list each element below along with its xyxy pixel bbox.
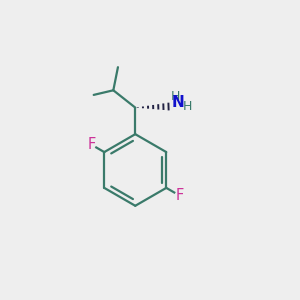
Text: N: N bbox=[171, 95, 184, 110]
Text: H: H bbox=[183, 100, 192, 113]
Text: F: F bbox=[87, 137, 95, 152]
Text: F: F bbox=[175, 188, 183, 203]
Text: H: H bbox=[170, 90, 180, 103]
